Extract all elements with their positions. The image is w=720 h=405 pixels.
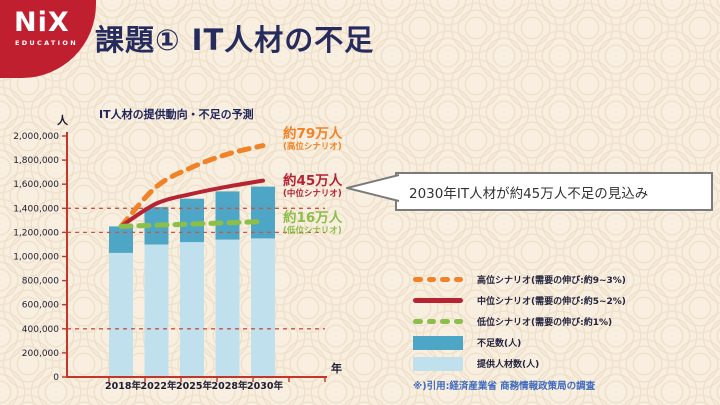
y-tick-label: 0 [53, 373, 59, 383]
mid-scenario-line [119, 178, 265, 229]
legend-label: 不足数(人) [477, 339, 522, 349]
citation-source: ※)引用:経済産業省 商務情報政策局の調査 [413, 381, 596, 392]
legend-item-shortage: 不足数(人) [413, 335, 626, 350]
high-scenario-line [118, 143, 266, 229]
annotation-low-scenario-label: (低位シナリオ) [283, 226, 342, 237]
callout-tail-pointer [346, 174, 400, 202]
annotation-mid-scenario: 約45万人 (中位シナリオ) [283, 173, 342, 199]
bar-shortage-2028年 [215, 191, 240, 240]
high-scenario-dashed-line-swatch [413, 277, 463, 282]
bar-shortage-2025年 [180, 198, 204, 243]
y-tick-label: 2,000,000 [13, 132, 59, 142]
logo-brand-text: NiX [14, 7, 70, 38]
legend-item-supply: 提供人材数(人) [413, 356, 626, 371]
logo-sub-text: EDUCATION [15, 39, 78, 47]
x-category-label: 2018年 [105, 380, 141, 392]
supply-square-swatch [413, 356, 463, 371]
bar-shortage-2018年 [109, 226, 133, 253]
bar-supply-2025年 [180, 242, 204, 377]
y-tick-label: 800,000 [22, 277, 59, 287]
bar-supply-2022年 [144, 244, 169, 377]
annotation-mid-value: 約45万人 [283, 173, 343, 189]
chart-legend: 高位シナリオ(需要の伸び:約9~3%) 中位シナリオ(需要の伸び:約5~2%) … [413, 272, 626, 377]
callout-bubble: 2030年IT人材が約45万人不足の見込み [395, 172, 713, 211]
callout-tail-shape [346, 174, 400, 202]
x-category-label: 2022年 [141, 380, 177, 392]
nix-education-logo: NiX EDUCATION [0, 0, 96, 78]
legend-label: 中位シナリオ(需要の伸び:約5~2%) [477, 297, 626, 307]
low-scenario-dashed-line-swatch [413, 319, 463, 324]
low-scenario-line [118, 219, 266, 229]
legend-item-low-scenario: 低位シナリオ(需要の伸び:約1%) [413, 314, 626, 329]
x-category-label: 2030年 [247, 380, 283, 392]
annotation-high-value: 約79万人 [283, 126, 343, 142]
y-tick-label: 600,000 [22, 301, 59, 311]
y-axis-unit-label: 人 [57, 114, 68, 127]
shortage-square-swatch [413, 335, 463, 350]
legend-label: 提供人材数(人) [477, 360, 540, 370]
legend-label: 低位シナリオ(需要の伸び:約1%) [477, 318, 613, 328]
chart-title: IT人材の提供動向・不足の予測 [99, 108, 254, 121]
bar-supply-2028年 [215, 239, 240, 377]
x-category-label: 2028年 [212, 380, 248, 392]
slide-title: 課題① IT人材の不足 [95, 23, 375, 57]
y-tick-label: 1,000,000 [13, 253, 59, 263]
x-category-label: 2025年 [176, 380, 212, 392]
callout-text: 2030年IT人材が約45万人不足の見込み [409, 185, 649, 202]
annotation-low-scenario: 約16万人 (低位シナリオ) [283, 210, 342, 236]
legend-label: 高位シナリオ(需要の伸び:約9~3%) [477, 276, 626, 286]
bar-supply-2030年 [251, 238, 275, 377]
y-tick-label: 200,000 [22, 349, 59, 359]
y-tick-label: 1,400,000 [13, 204, 59, 214]
bar-shortage-2030年 [251, 186, 275, 239]
y-tick-label: 1,600,000 [13, 180, 59, 190]
annotation-high-scenario: 約79万人 (高位シナリオ) [283, 126, 342, 152]
bar-supply-2018年 [109, 252, 133, 377]
y-tick-label: 1,800,000 [13, 156, 59, 166]
annotation-low-value: 約16万人 [283, 210, 343, 226]
annotation-mid-scenario-label: (中位シナリオ) [283, 189, 342, 200]
y-tick-label: 1,200,000 [13, 228, 59, 238]
x-axis-unit-label: 年 [331, 362, 342, 375]
mid-scenario-solid-line-swatch [413, 298, 463, 303]
annotation-high-scenario-label: (高位シナリオ) [283, 142, 342, 153]
y-tick-label: 400,000 [22, 325, 59, 335]
legend-item-high-scenario: 高位シナリオ(需要の伸び:約9~3%) [413, 272, 626, 287]
legend-item-mid-scenario: 中位シナリオ(需要の伸び:約5~2%) [413, 293, 626, 308]
